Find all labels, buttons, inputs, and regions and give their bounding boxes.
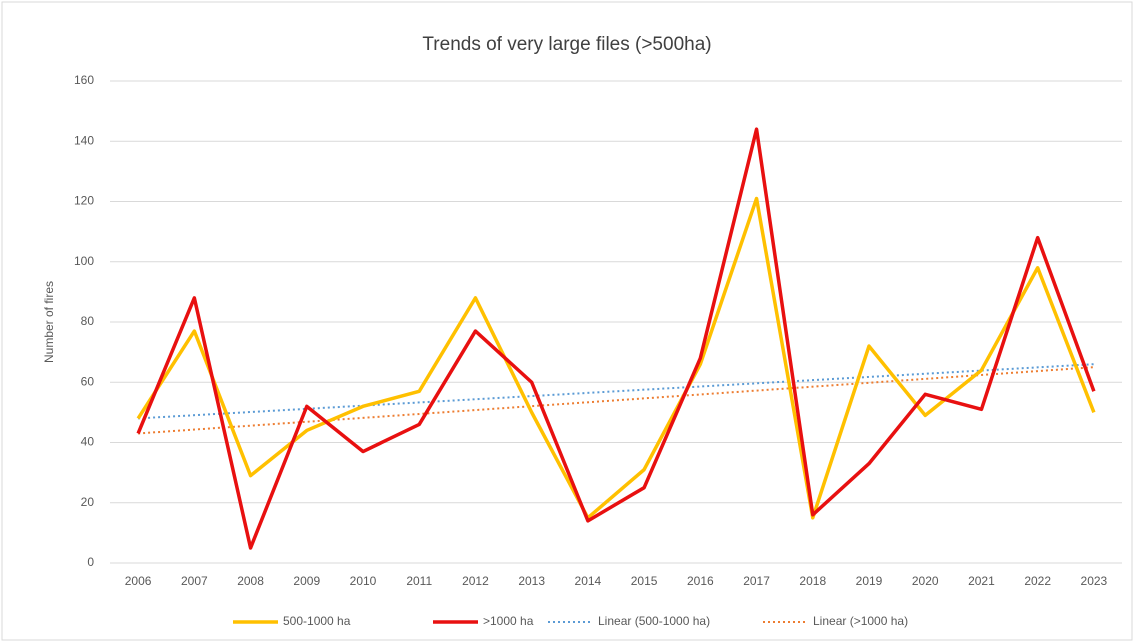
x-tick-label: 2014 <box>575 574 602 588</box>
legend-label: 500-1000 ha <box>283 614 351 628</box>
x-tick-label: 2018 <box>799 574 826 588</box>
chart-title: Trends of very large files (>500ha) <box>422 34 711 55</box>
x-tick-label: 2009 <box>293 574 320 588</box>
y-tick-label: 80 <box>81 314 95 328</box>
series-line <box>136 196 1096 520</box>
x-tick-label: 2019 <box>856 574 883 588</box>
x-tick-label: 2013 <box>518 574 545 588</box>
x-tick-label: 2016 <box>687 574 714 588</box>
y-axis-label: Number of fires <box>42 281 56 363</box>
y-tick-label: 40 <box>81 435 95 449</box>
x-tick-label: 2021 <box>968 574 995 588</box>
x-tick-label: 2011 <box>406 574 432 588</box>
x-tick-label: 2017 <box>743 574 770 588</box>
x-tick-label: 2022 <box>1024 574 1051 588</box>
x-tick-label: 2008 <box>237 574 264 588</box>
x-tick-label: 2023 <box>1081 574 1108 588</box>
x-tick-label: 2007 <box>181 574 208 588</box>
series-line <box>136 127 1096 550</box>
y-tick-label: 60 <box>81 374 95 388</box>
legend-label: Linear (>1000 ha) <box>813 614 908 628</box>
x-tick-label: 2015 <box>631 574 658 588</box>
legend-label: Linear (500-1000 ha) <box>598 614 710 628</box>
y-tick-label: 160 <box>74 73 94 87</box>
y-tick-label: 120 <box>74 194 94 208</box>
x-tick-label: 2012 <box>462 574 489 588</box>
x-tick-label: 2010 <box>350 574 377 588</box>
y-tick-label: 0 <box>87 555 94 569</box>
x-tick-label: 2020 <box>912 574 939 588</box>
legend-label: >1000 ha <box>483 614 534 628</box>
y-tick-label: 140 <box>74 133 94 147</box>
y-tick-label: 100 <box>74 254 94 268</box>
x-tick-label: 2006 <box>125 574 152 588</box>
y-tick-label: 20 <box>81 495 95 509</box>
